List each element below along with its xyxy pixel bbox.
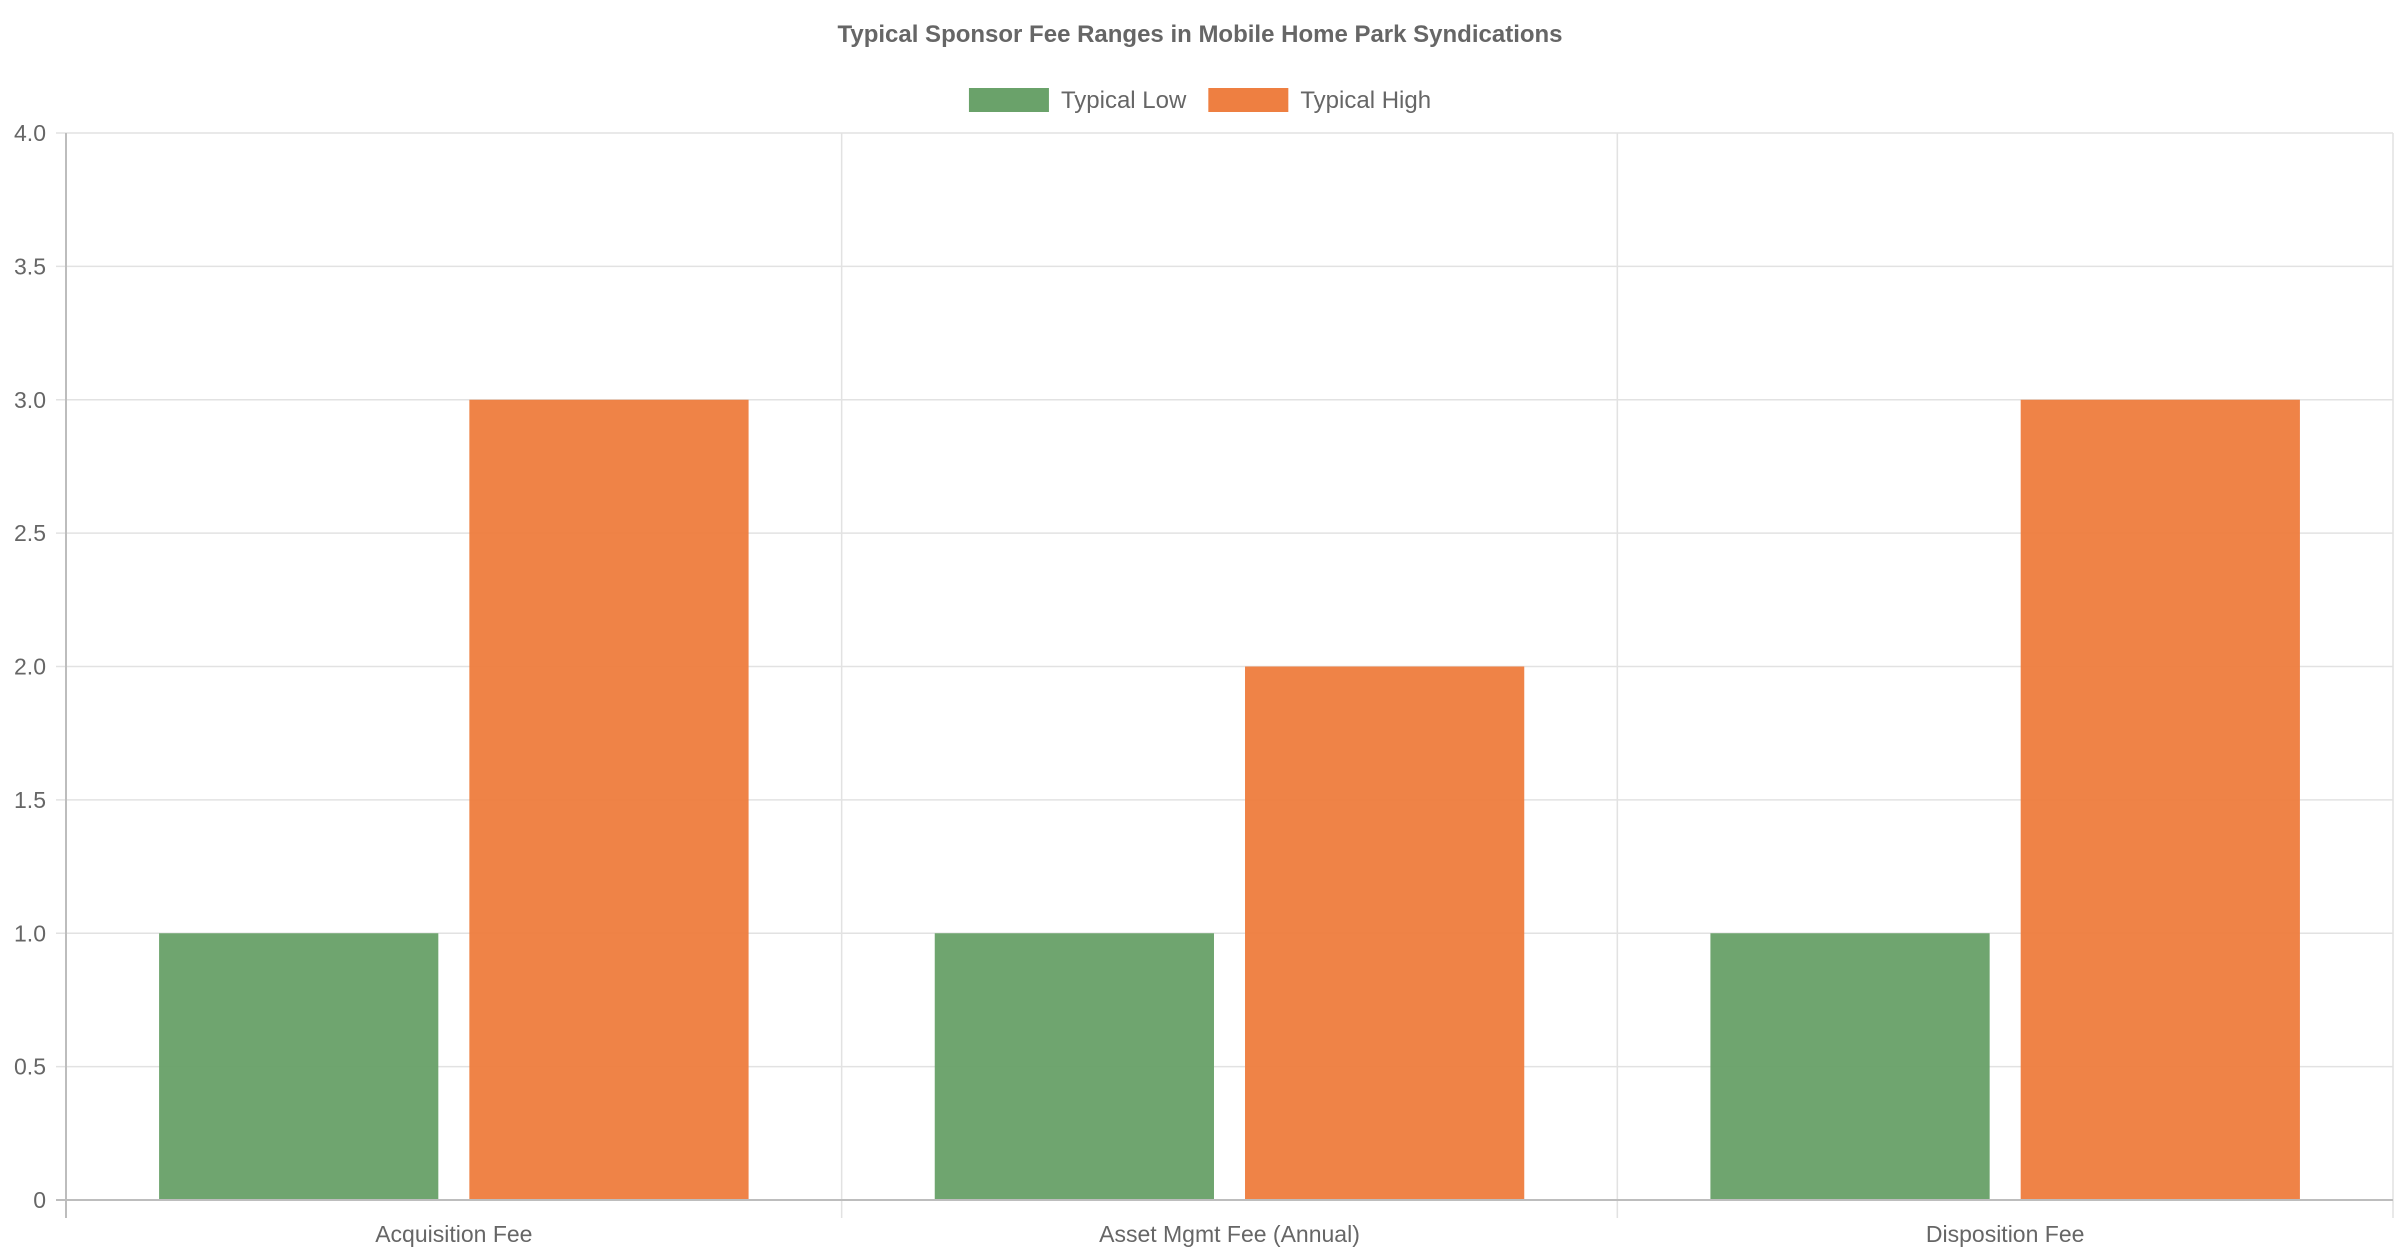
grid xyxy=(56,132,2394,1218)
y-tick-label: 1.5 xyxy=(14,787,46,813)
x-tick-label: Asset Mgmt Fee (Annual) xyxy=(1099,1221,1360,1247)
legend-swatch xyxy=(1208,88,1289,112)
y-tick-label: 1.0 xyxy=(14,920,46,946)
legend-label: Typical High xyxy=(1300,87,1431,114)
legend-item-typical-low[interactable]: Typical Low xyxy=(968,87,1187,114)
y-tick-label: 4.0 xyxy=(14,120,46,146)
bars xyxy=(159,399,2300,1201)
legend-label: Typical Low xyxy=(1061,87,1187,114)
y-tick-label: 3.5 xyxy=(14,253,46,279)
bar-typical-high-1[interactable] xyxy=(1245,666,1525,1201)
bar-typical-high-2[interactable] xyxy=(2020,399,2300,1200)
legend[interactable]: Typical Low Typical High xyxy=(968,87,1431,114)
bar-typical-low-0[interactable] xyxy=(159,933,439,1200)
x-tick-label: Acquisition Fee xyxy=(375,1221,532,1247)
legend-item-typical-high[interactable]: Typical High xyxy=(1208,87,1431,114)
legend-swatch xyxy=(968,88,1049,112)
y-tick-label: 2.5 xyxy=(14,520,46,546)
chart-title: Typical Sponsor Fee Ranges in Mobile Hom… xyxy=(837,21,1562,48)
y-axis-ticks: 0 0.5 1.0 1.5 2.0 2.5 3.0 3.5 4.0 xyxy=(14,120,46,1213)
y-tick-label: 0.5 xyxy=(14,1054,46,1080)
y-tick-label: 2.0 xyxy=(14,654,46,680)
x-axis-ticks: Acquisition Fee Asset Mgmt Fee (Annual) Di… xyxy=(375,1221,2084,1247)
y-tick-label: 0 xyxy=(33,1187,46,1213)
bar-typical-low-2[interactable] xyxy=(1710,933,1990,1200)
axes xyxy=(56,133,2393,1218)
x-tick-label: Disposition Fee xyxy=(1926,1221,2085,1247)
bar-typical-high-0[interactable] xyxy=(469,399,749,1200)
bar-typical-low-1[interactable] xyxy=(934,933,1214,1200)
y-tick-label: 3.0 xyxy=(14,387,46,413)
